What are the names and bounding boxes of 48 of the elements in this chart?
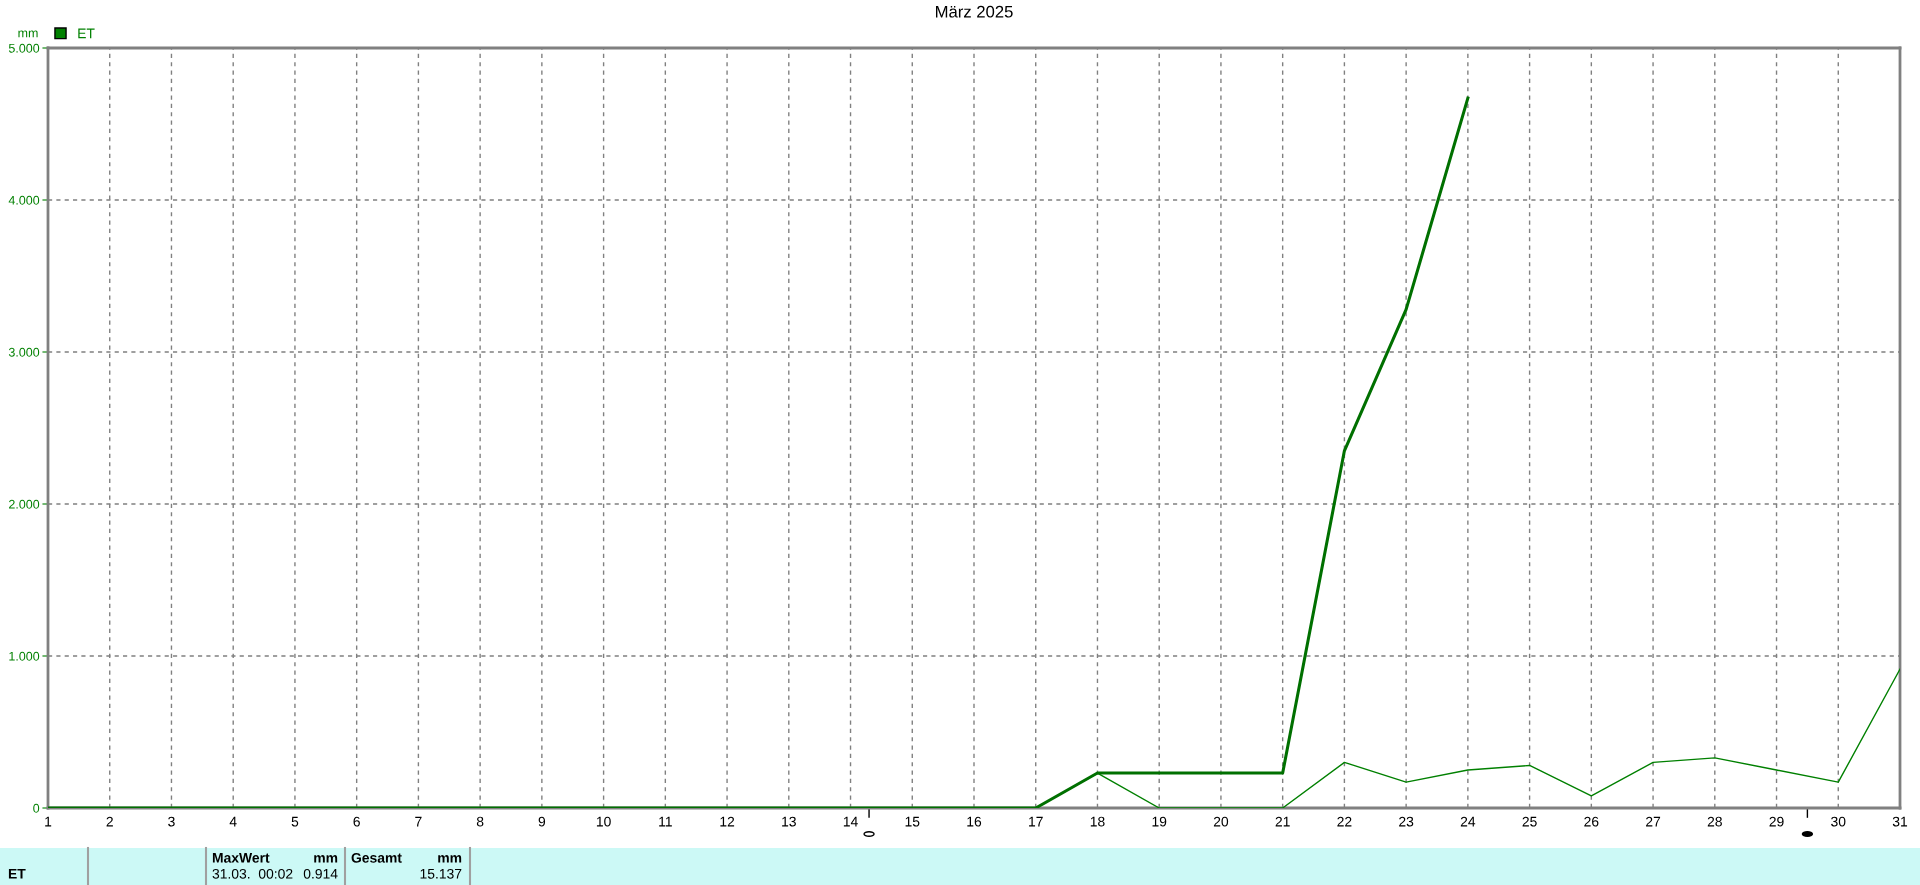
y-tick-label: 4.000 xyxy=(8,195,40,205)
legend-label: ET xyxy=(78,28,95,39)
x-tick-label: 6 xyxy=(353,816,360,827)
text: MaxWert xyxy=(212,853,270,863)
x-tick-label: 15 xyxy=(905,816,920,827)
x-tick-label: 11 xyxy=(659,816,672,827)
x-tick-label: 13 xyxy=(782,816,796,827)
y-tick-label: 2.000 xyxy=(9,499,40,509)
x-tick-label: 3 xyxy=(168,816,175,827)
x-tick-label: 29 xyxy=(1769,816,1784,827)
text: ET xyxy=(8,869,26,879)
x-tick-label: 1 xyxy=(45,816,52,827)
x-tick-label: 26 xyxy=(1584,816,1599,827)
x-tick-label: 24 xyxy=(1460,816,1476,827)
x-tick-label: 2 xyxy=(106,816,113,827)
x-tick-label: 14 xyxy=(843,816,858,827)
x-tick-label: 22 xyxy=(1337,816,1352,827)
y-tick-label: 5.000 xyxy=(8,43,40,53)
y-tick-label: 0 xyxy=(33,803,40,813)
text: mm xyxy=(438,855,462,863)
x-tick-label: 23 xyxy=(1399,816,1414,827)
x-tick-label: 18 xyxy=(1090,816,1105,827)
x-tick-label: 16 xyxy=(967,816,982,827)
text: 0.914 xyxy=(303,868,338,879)
x-tick-label: 4 xyxy=(229,816,237,827)
text: 31.03. 00:02 xyxy=(212,868,293,879)
y-tick-label: 3.000 xyxy=(8,347,40,357)
x-tick-label: 20 xyxy=(1213,816,1229,827)
text: mm xyxy=(314,855,338,863)
x-tick-label: 25 xyxy=(1522,816,1537,827)
x-tick-label: 30 xyxy=(1831,816,1846,827)
text: 15.137 xyxy=(420,868,462,879)
x-tick-label: 10 xyxy=(596,816,611,827)
x-tick-label: 31 xyxy=(1892,816,1908,827)
x-tick-label: 12 xyxy=(720,816,735,827)
y-tick-label: 1.000 xyxy=(9,651,40,661)
y-axis-title: mm xyxy=(18,30,38,38)
x-tick-label: 28 xyxy=(1707,816,1722,827)
chart-title: März 2025 xyxy=(936,5,1013,18)
x-tick-label: 19 xyxy=(1152,816,1167,827)
x-tick-label: 7 xyxy=(415,816,422,827)
x-tick-label: 17 xyxy=(1029,816,1043,827)
text: Gesamt xyxy=(351,852,402,863)
x-tick-label: 5 xyxy=(291,816,299,827)
x-tick-label: 8 xyxy=(476,816,484,827)
x-tick-label: 27 xyxy=(1646,816,1661,827)
x-tick-label: 21 xyxy=(1275,816,1290,827)
x-tick-label: 9 xyxy=(538,816,546,827)
